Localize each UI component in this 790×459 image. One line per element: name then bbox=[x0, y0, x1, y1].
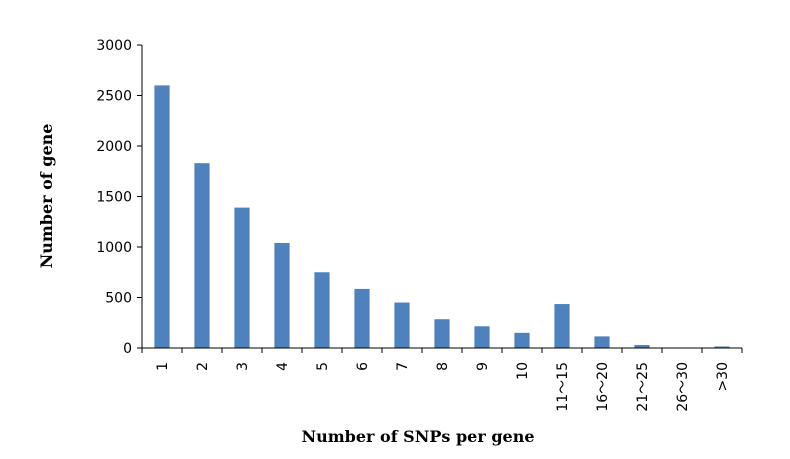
x-tick-label: 21～25 bbox=[635, 362, 651, 412]
y-axis-title: Number of gene bbox=[37, 124, 56, 269]
x-tick-label: 3 bbox=[235, 362, 251, 371]
bar-7 bbox=[394, 302, 410, 348]
x-tick-label: 10 bbox=[515, 362, 531, 380]
x-tick-label: 8 bbox=[435, 362, 451, 371]
y-tick-label: 0 bbox=[123, 341, 132, 357]
axes-layer bbox=[141, 45, 742, 349]
y-tick-label: 3000 bbox=[96, 38, 132, 54]
bar->30 bbox=[714, 346, 730, 348]
bar-10 bbox=[514, 332, 530, 348]
x-axis-title: Number of SNPs per gene bbox=[301, 427, 534, 446]
x-tick-label: 11～15 bbox=[555, 362, 571, 412]
bar-9 bbox=[474, 326, 490, 348]
bar-6 bbox=[354, 288, 370, 348]
bar-16～20 bbox=[594, 336, 610, 348]
y-tick-label: 1500 bbox=[96, 190, 132, 206]
x-tick-label: 5 bbox=[315, 362, 331, 371]
bar-3 bbox=[234, 207, 250, 348]
bars-layer bbox=[154, 85, 730, 349]
x-tick-label: 26～30 bbox=[675, 362, 691, 412]
y-ticks-layer: 0 500 1000 1500 2000 2500 3000 bbox=[96, 38, 142, 357]
x-tick-label: 16～20 bbox=[595, 362, 611, 412]
x-tick-label: 1 bbox=[155, 362, 171, 371]
x-ticks-layer: 1 2 3 4 5 6 7 8 9 10 11～15 16～20 21～25 26～30 >30 bbox=[141, 348, 743, 412]
y-tick-label: 2500 bbox=[96, 89, 132, 105]
bar-5 bbox=[314, 272, 330, 348]
bar-8 bbox=[434, 319, 450, 348]
bar-11～15 bbox=[554, 304, 570, 348]
x-tick-label: 4 bbox=[275, 362, 291, 371]
x-tick-label: 7 bbox=[395, 362, 411, 371]
y-tick-label: 1000 bbox=[96, 240, 132, 256]
x-tick-label: 2 bbox=[195, 362, 211, 371]
bar-1 bbox=[154, 85, 170, 349]
y-tick-label: 2000 bbox=[96, 139, 132, 155]
bar-2 bbox=[194, 163, 210, 348]
x-tick-label: 9 bbox=[475, 362, 491, 371]
y-tick-label: 500 bbox=[105, 291, 132, 307]
x-tick-label: >30 bbox=[715, 362, 731, 392]
bar-21～25 bbox=[634, 344, 650, 348]
bar-4 bbox=[274, 242, 290, 348]
x-tick-label: 6 bbox=[355, 362, 371, 371]
